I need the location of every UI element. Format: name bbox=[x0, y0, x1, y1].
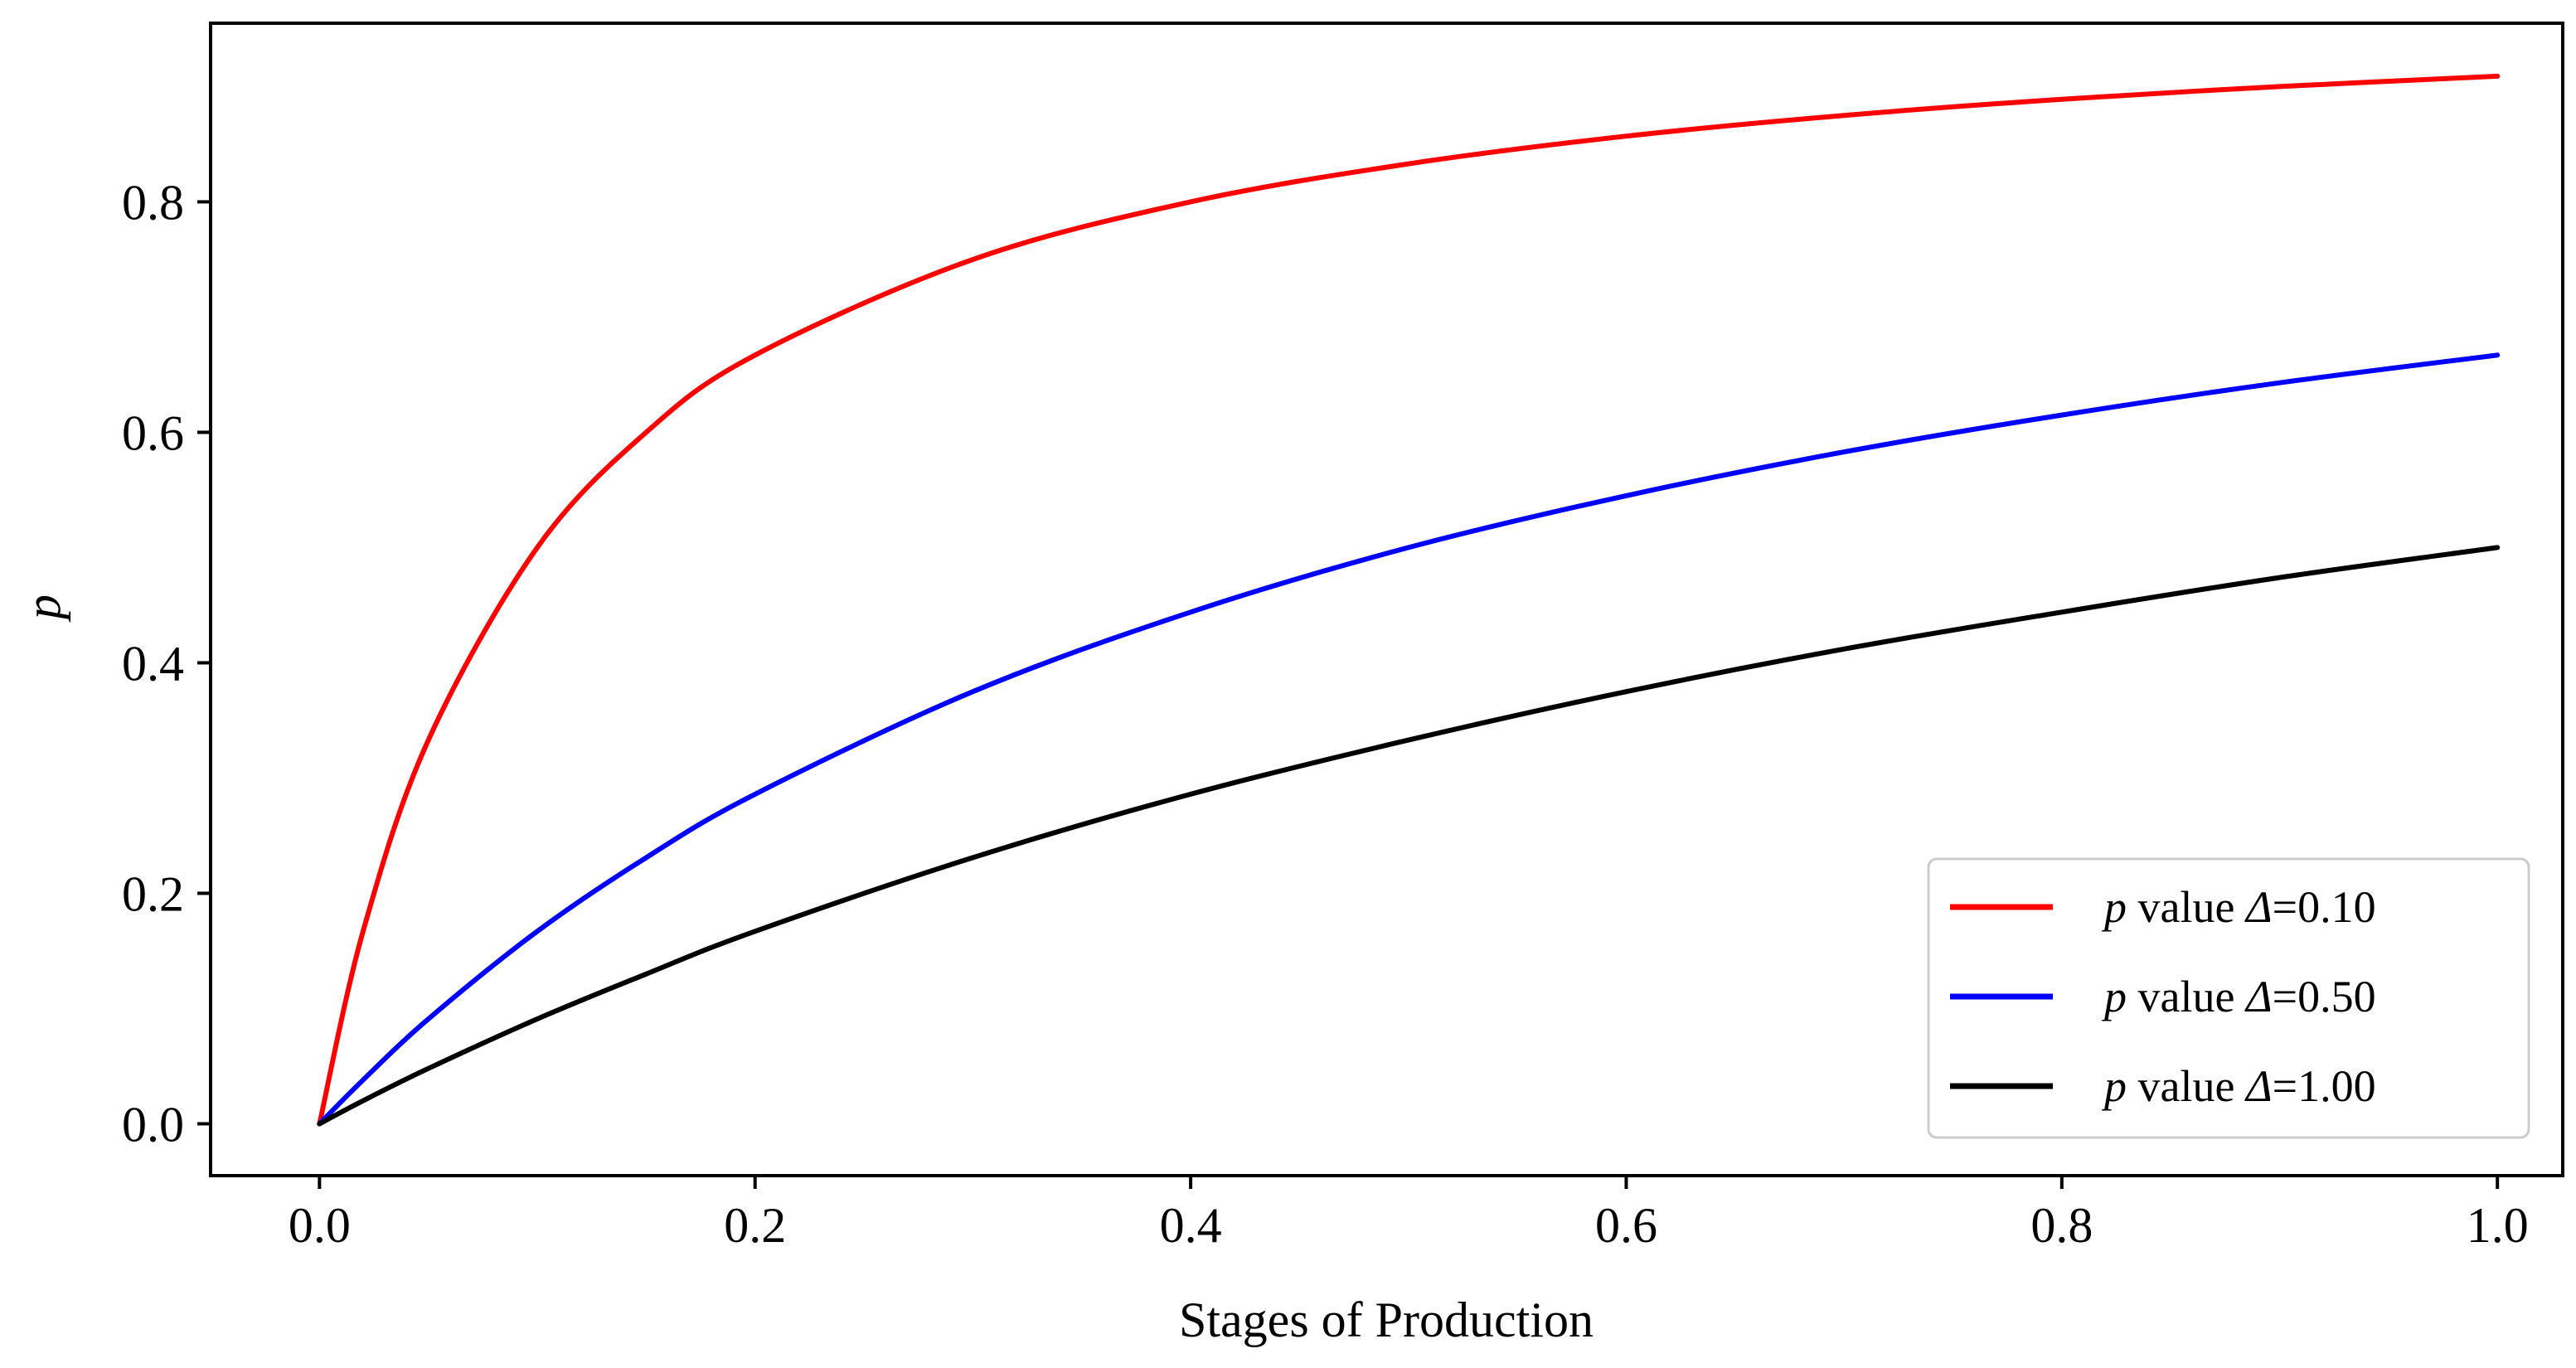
legend-entry: p value Δ=0.10 bbox=[2101, 882, 2376, 932]
legend-entry: p value Δ=1.00 bbox=[2101, 1061, 2376, 1111]
x-axis: 0.0 0.2 0.4 0.6 0.8 1.0 bbox=[289, 1176, 2529, 1253]
y-tick-label: 0.0 bbox=[122, 1097, 184, 1152]
y-tick-label: 0.6 bbox=[122, 405, 184, 460]
plot-frame bbox=[209, 22, 2564, 1177]
x-tick-label: 0.6 bbox=[1595, 1198, 1657, 1253]
y-axis: 0.0 0.2 0.4 0.6 0.8 bbox=[122, 175, 211, 1152]
y-tick-label: 0.4 bbox=[122, 636, 184, 691]
legend-box bbox=[1927, 857, 2530, 1139]
series-line-1 bbox=[317, 73, 2501, 1127]
y-axis-label: p bbox=[16, 594, 70, 623]
x-axis-label: Stages of Production bbox=[1179, 1293, 1594, 1347]
series-line-3 bbox=[317, 545, 2501, 1127]
x-tick-label: 0.8 bbox=[2030, 1198, 2093, 1253]
x-tick-label: 0.4 bbox=[1160, 1198, 1222, 1253]
x-tick-label: 1.0 bbox=[2467, 1198, 2529, 1253]
x-tick-label: 0.2 bbox=[724, 1198, 786, 1253]
legend: p value Δ=0.10 p value Δ=0.50 p value Δ=1.… bbox=[1927, 857, 2530, 1139]
y-tick-label: 0.2 bbox=[122, 866, 184, 921]
series-layer bbox=[317, 73, 2501, 1127]
legend-entry: p value Δ=0.50 bbox=[2101, 972, 2376, 1021]
y-tick-label: 0.8 bbox=[122, 175, 184, 230]
x-tick-label: 0.0 bbox=[289, 1198, 351, 1253]
series-line-2 bbox=[317, 352, 2501, 1127]
